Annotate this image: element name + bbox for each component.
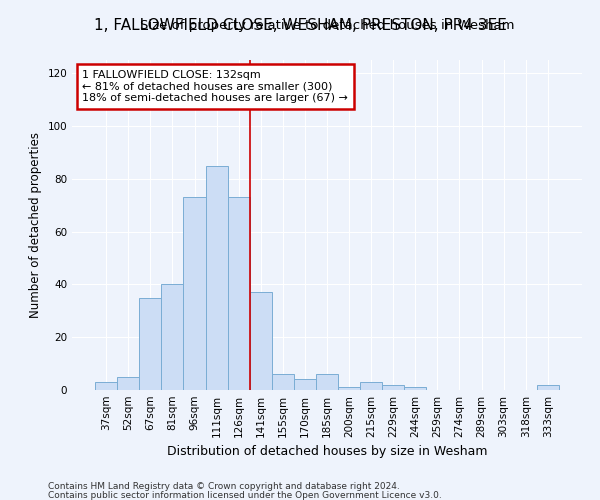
Bar: [139, 298, 161, 390]
Bar: [316, 374, 338, 390]
Bar: [272, 374, 294, 390]
Bar: [338, 388, 360, 390]
Bar: [95, 382, 117, 390]
Bar: [117, 377, 139, 390]
Text: 1 FALLOWFIELD CLOSE: 132sqm
← 81% of detached houses are smaller (300)
18% of se: 1 FALLOWFIELD CLOSE: 132sqm ← 81% of det…: [82, 70, 348, 103]
X-axis label: Distribution of detached houses by size in Wesham: Distribution of detached houses by size …: [167, 446, 487, 458]
Bar: [404, 388, 427, 390]
Y-axis label: Number of detached properties: Number of detached properties: [29, 132, 42, 318]
Bar: [227, 198, 250, 390]
Bar: [161, 284, 184, 390]
Bar: [537, 384, 559, 390]
Title: Size of property relative to detached houses in Wesham: Size of property relative to detached ho…: [140, 20, 514, 32]
Text: 1, FALLOWFIELD CLOSE, WESHAM, PRESTON, PR4 3EE: 1, FALLOWFIELD CLOSE, WESHAM, PRESTON, P…: [94, 18, 506, 32]
Bar: [184, 198, 206, 390]
Bar: [250, 292, 272, 390]
Bar: [360, 382, 382, 390]
Text: Contains HM Land Registry data © Crown copyright and database right 2024.: Contains HM Land Registry data © Crown c…: [48, 482, 400, 491]
Bar: [294, 380, 316, 390]
Text: Contains public sector information licensed under the Open Government Licence v3: Contains public sector information licen…: [48, 490, 442, 500]
Bar: [206, 166, 227, 390]
Bar: [382, 384, 404, 390]
